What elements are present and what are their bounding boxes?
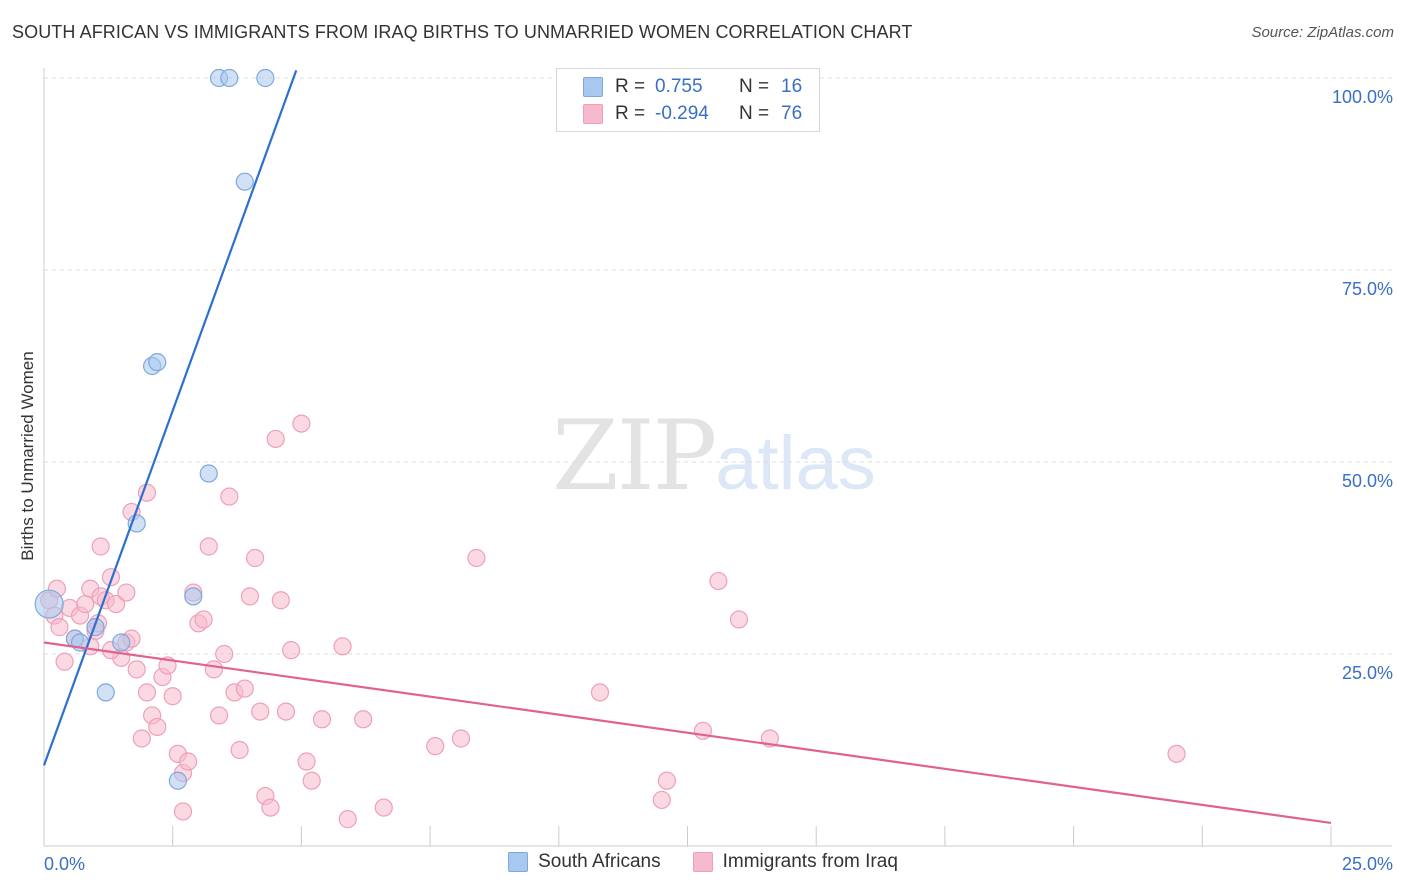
x-tick-label: 0.0% — [44, 854, 85, 874]
point-iraq — [590, 683, 610, 702]
point-iraq — [137, 683, 157, 702]
point-south-africans — [168, 771, 187, 790]
legend-n-label: N = — [739, 76, 770, 97]
point-iraq — [132, 729, 151, 748]
watermark: ZIPatlas — [552, 400, 876, 512]
point-iraq — [230, 740, 249, 760]
chart-title: SOUTH AFRICAN VS IMMIGRANTS FROM IRAQ BI… — [12, 22, 913, 42]
point-iraq — [282, 641, 301, 660]
point-iraq — [245, 548, 265, 568]
point-iraq — [106, 594, 126, 614]
legend-r-label: R = — [615, 76, 646, 97]
legend-swatch-blue — [583, 77, 603, 97]
legend-r-value: 0.755 — [655, 76, 703, 97]
point-iraq — [215, 644, 234, 664]
point-south-africans — [184, 587, 203, 606]
point-iraq — [354, 710, 373, 729]
point-iraq — [91, 537, 110, 556]
point-south-africans — [235, 172, 254, 191]
point-iraq — [209, 706, 229, 725]
legend-swatch-pink — [692, 852, 713, 872]
point-iraq — [235, 679, 254, 698]
point-south-africans — [34, 589, 64, 619]
legend-row-iraq: R = -0.294 N = 76 — [583, 101, 802, 127]
point-iraq — [451, 729, 471, 748]
point-iraq — [163, 687, 182, 706]
watermark-zip: ZIP — [552, 400, 717, 512]
trendline-iraq — [43, 641, 1332, 825]
point-iraq — [194, 610, 213, 629]
point-south-africans — [86, 618, 105, 637]
point-iraq — [251, 702, 270, 721]
x-tick-label: 25.0% — [1342, 854, 1393, 874]
point-iraq — [292, 414, 311, 433]
point-south-africans — [199, 464, 218, 483]
legend-n-value: 76 — [781, 103, 803, 124]
y-tick-label: 50.0% — [1342, 471, 1393, 491]
legend-label: Immigrants from Iraq — [722, 851, 898, 872]
legend-r-label: R = — [615, 103, 646, 124]
legend-n-value: 16 — [781, 76, 803, 97]
point-south-africans — [148, 353, 167, 372]
series-legend: South Africans Immigrants from Iraq — [0, 851, 1406, 873]
point-iraq — [709, 571, 728, 591]
point-iraq — [55, 652, 74, 671]
legend-label: South Africans — [538, 851, 661, 872]
y-tick-label: 25.0% — [1342, 663, 1393, 683]
y-axis-label: Births to Unmarried Women — [18, 351, 37, 561]
point-iraq — [173, 802, 193, 821]
point-iraq — [338, 810, 357, 829]
point-iraq — [266, 429, 285, 449]
point-iraq — [467, 548, 486, 568]
point-iraq — [297, 752, 316, 771]
watermark-atlas: atlas — [715, 421, 876, 506]
point-iraq — [204, 660, 223, 679]
legend-r-value: -0.294 — [655, 103, 709, 124]
point-south-africans — [256, 68, 275, 88]
trendline-south-africans — [42, 69, 298, 766]
legend-swatch-blue — [508, 852, 529, 872]
point-south-africans — [112, 633, 131, 652]
point-iraq — [117, 583, 136, 602]
point-iraq — [333, 637, 352, 656]
stats-legend: R = 0.755 N = 16 R = -0.294 N = 76 — [556, 68, 820, 132]
point-iraq — [240, 587, 260, 606]
point-iraq — [199, 537, 218, 556]
legend-n-label: N = — [739, 103, 770, 124]
point-iraq — [76, 594, 95, 614]
point-south-africans — [96, 683, 115, 702]
legend-swatch-pink — [583, 104, 603, 124]
point-iraq — [276, 702, 296, 721]
point-south-africans — [220, 68, 239, 88]
point-iraq — [50, 618, 69, 637]
point-iraq — [652, 790, 671, 810]
point-iraq — [271, 591, 290, 610]
point-iraq — [302, 771, 321, 790]
point-iraq — [1167, 744, 1186, 763]
point-iraq — [220, 487, 239, 506]
legend-row-south-africans: R = 0.755 N = 16 — [583, 74, 802, 100]
point-iraq — [312, 710, 332, 729]
point-iraq — [426, 737, 445, 756]
source-label: Source: ZipAtlas.com — [1251, 24, 1394, 41]
point-iraq — [148, 717, 167, 737]
point-iraq — [127, 660, 146, 679]
legend-item-south-africans[interactable]: South Africans — [508, 851, 661, 873]
y-tick-label: 100.0% — [1332, 87, 1393, 107]
point-iraq — [729, 610, 749, 629]
point-iraq — [101, 568, 121, 587]
point-iraq — [657, 771, 677, 790]
point-iraq — [374, 798, 393, 817]
point-iraq — [261, 798, 280, 817]
point-iraq — [179, 752, 198, 771]
legend-item-iraq[interactable]: Immigrants from Iraq — [692, 851, 898, 873]
y-tick-label: 75.0% — [1342, 279, 1393, 299]
